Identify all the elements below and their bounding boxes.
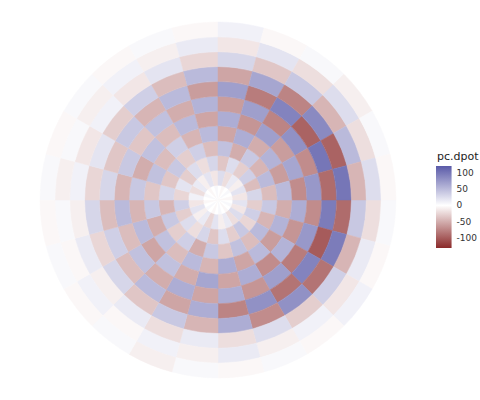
svg-text:pc.dpot: pc.dpot [437, 150, 479, 163]
svg-text:-50: -50 [457, 217, 472, 227]
svg-text:-100: -100 [457, 233, 478, 243]
svg-text:50: 50 [457, 184, 469, 194]
svg-text:0: 0 [457, 200, 463, 210]
svg-text:100: 100 [457, 168, 474, 178]
